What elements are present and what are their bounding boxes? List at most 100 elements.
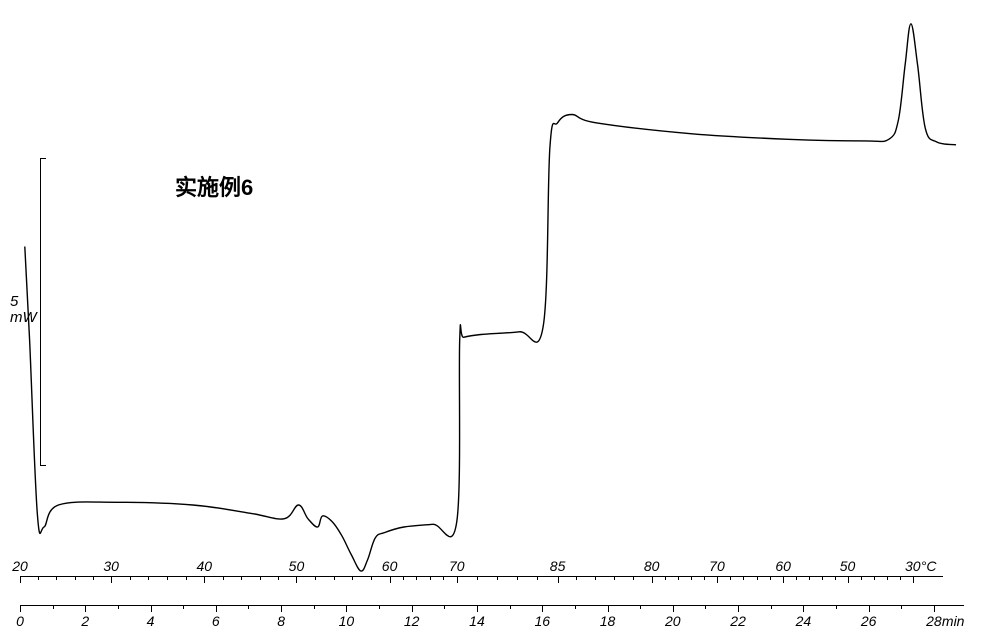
x-tick xyxy=(869,605,870,612)
x-axis-unit-top: °C xyxy=(921,558,937,574)
x-tick-minor xyxy=(477,576,478,580)
x-tick-minor xyxy=(334,576,335,580)
x-tick-label: 24 xyxy=(796,613,812,629)
x-tick-minor xyxy=(53,605,54,609)
x-tick-minor xyxy=(371,576,372,580)
x-axis-line-bottom xyxy=(20,605,964,606)
x-tick-label: 8 xyxy=(277,613,285,629)
x-tick-label: 70 xyxy=(709,558,725,574)
x-tick-minor xyxy=(704,576,705,580)
x-tick xyxy=(558,576,559,583)
x-tick-minor xyxy=(75,576,76,580)
x-tick-label: 40 xyxy=(197,558,213,574)
x-tick-minor xyxy=(861,576,862,580)
x-tick xyxy=(412,605,413,612)
x-tick-minor xyxy=(223,576,224,580)
x-tick-minor xyxy=(510,605,511,609)
x-tick xyxy=(803,605,804,612)
x-tick-minor xyxy=(887,576,888,580)
x-tick-label: 16 xyxy=(534,613,550,629)
x-tick-minor xyxy=(416,576,417,580)
x-tick-minor xyxy=(575,605,576,609)
x-tick xyxy=(457,576,458,583)
x-tick xyxy=(913,576,914,583)
x-axis-unit-bottom: min xyxy=(942,613,965,629)
x-tick-label: 70 xyxy=(449,558,465,574)
x-tick-minor xyxy=(314,605,315,609)
x-tick-label: 10 xyxy=(339,613,355,629)
x-tick-label: 60 xyxy=(382,558,398,574)
x-tick xyxy=(111,576,112,583)
dsc-chart: 实施例6 5 mW 203040506070858070605030°C0246… xyxy=(0,0,1000,636)
x-tick-minor xyxy=(379,605,380,609)
x-tick-minor xyxy=(517,576,518,580)
x-tick-minor xyxy=(315,576,316,580)
x-tick-label: 50 xyxy=(289,558,305,574)
x-tick-minor xyxy=(822,576,823,580)
x-tick xyxy=(151,605,152,612)
x-tick xyxy=(20,576,21,583)
x-tick-minor xyxy=(757,576,758,580)
x-tick-minor xyxy=(809,576,810,580)
x-tick-minor xyxy=(835,576,836,580)
x-tick-label: 50 xyxy=(840,558,856,574)
x-tick-minor xyxy=(537,576,538,580)
x-tick-label: 80 xyxy=(644,558,660,574)
x-tick-minor xyxy=(640,605,641,609)
x-tick xyxy=(346,605,347,612)
x-tick xyxy=(85,605,86,612)
x-tick-minor xyxy=(93,576,94,580)
x-tick-minor xyxy=(874,576,875,580)
x-tick-label: 60 xyxy=(775,558,791,574)
x-tick xyxy=(673,605,674,612)
x-tick-minor xyxy=(248,605,249,609)
x-tick-minor xyxy=(497,576,498,580)
x-tick xyxy=(216,605,217,612)
x-tick-minor xyxy=(771,605,772,609)
x-tick-minor xyxy=(430,576,431,580)
x-tick-label: 4 xyxy=(147,613,155,629)
x-tick xyxy=(717,576,718,583)
x-tick xyxy=(477,605,478,612)
x-tick-minor xyxy=(352,576,353,580)
x-tick-minor xyxy=(796,576,797,580)
x-tick-label: 26 xyxy=(861,613,877,629)
x-tick-minor xyxy=(130,576,131,580)
x-tick-label: 18 xyxy=(600,613,616,629)
x-tick-minor xyxy=(241,576,242,580)
x-tick-minor xyxy=(186,576,187,580)
x-tick-minor xyxy=(770,576,771,580)
x-tick-minor xyxy=(665,576,666,580)
x-tick-label: 12 xyxy=(404,613,420,629)
x-tick-minor xyxy=(183,605,184,609)
x-tick-minor xyxy=(278,576,279,580)
x-tick-minor xyxy=(730,576,731,580)
x-tick xyxy=(608,605,609,612)
x-tick-minor xyxy=(614,576,615,580)
x-tick xyxy=(296,576,297,583)
x-tick-minor xyxy=(118,605,119,609)
x-tick-minor xyxy=(678,576,679,580)
thermogram-curve xyxy=(0,0,1000,636)
x-tick-minor xyxy=(691,576,692,580)
x-tick xyxy=(848,576,849,583)
x-tick-label: 20 xyxy=(12,558,28,574)
x-tick-label: 6 xyxy=(212,613,220,629)
x-tick xyxy=(204,576,205,583)
x-tick-label: 2 xyxy=(81,613,89,629)
x-tick-minor xyxy=(901,605,902,609)
x-tick xyxy=(934,605,935,612)
x-tick-label: 20 xyxy=(665,613,681,629)
x-tick-label: 22 xyxy=(730,613,746,629)
x-tick xyxy=(783,576,784,583)
x-tick-minor xyxy=(260,576,261,580)
x-tick-label: 0 xyxy=(16,613,24,629)
x-tick-label: 28 xyxy=(926,613,942,629)
x-tick xyxy=(390,576,391,583)
x-tick xyxy=(281,605,282,612)
x-tick xyxy=(20,605,21,612)
x-tick-minor xyxy=(167,576,168,580)
x-tick-minor xyxy=(900,576,901,580)
x-tick-label: 30 xyxy=(905,558,921,574)
x-tick-minor xyxy=(595,576,596,580)
